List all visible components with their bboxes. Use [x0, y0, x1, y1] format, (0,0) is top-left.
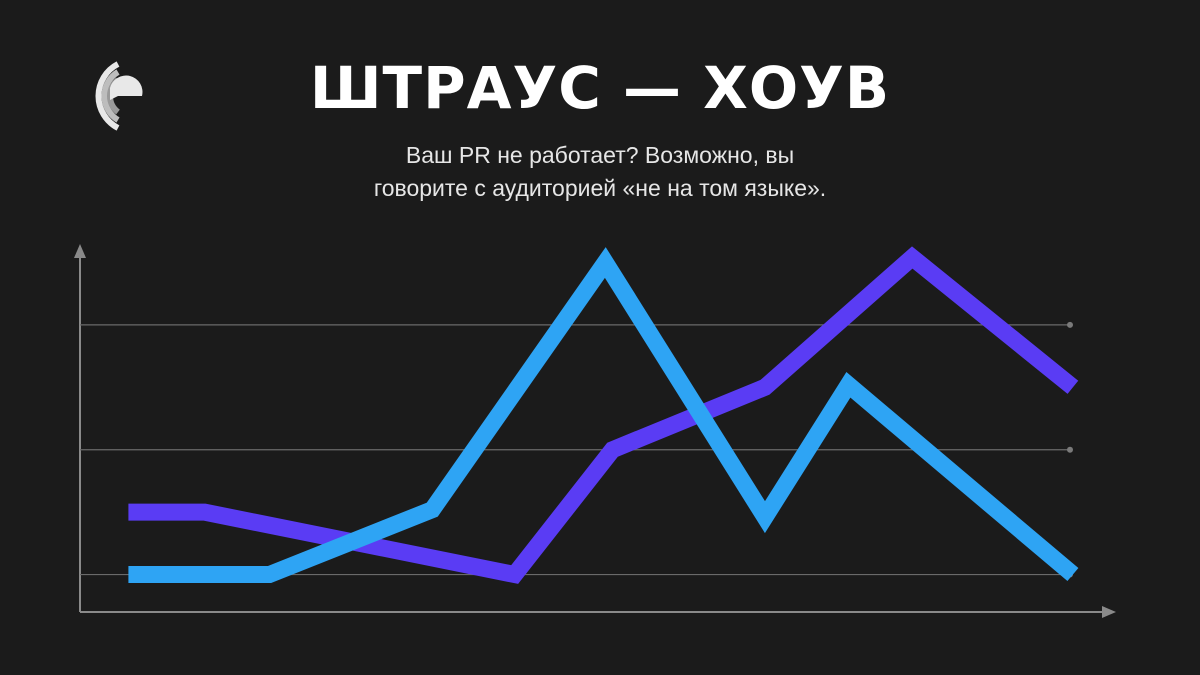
subtitle: Ваш PR не работает? Возможно, вы: [406, 142, 794, 168]
chart-title: ШТРАУС — ХОУВ: [310, 54, 890, 122]
grid-dot: [1067, 446, 1073, 453]
axes: [74, 244, 1116, 618]
logo: [95, 61, 143, 131]
series-line: [128, 247, 1079, 584]
x-axis-arrow: [1102, 606, 1116, 618]
y-axis-arrow: [74, 244, 86, 258]
series-line: [128, 246, 1079, 584]
grid-dot: [1067, 321, 1073, 328]
subtitle: говорите с аудиторией «не на том языке».: [374, 175, 826, 201]
